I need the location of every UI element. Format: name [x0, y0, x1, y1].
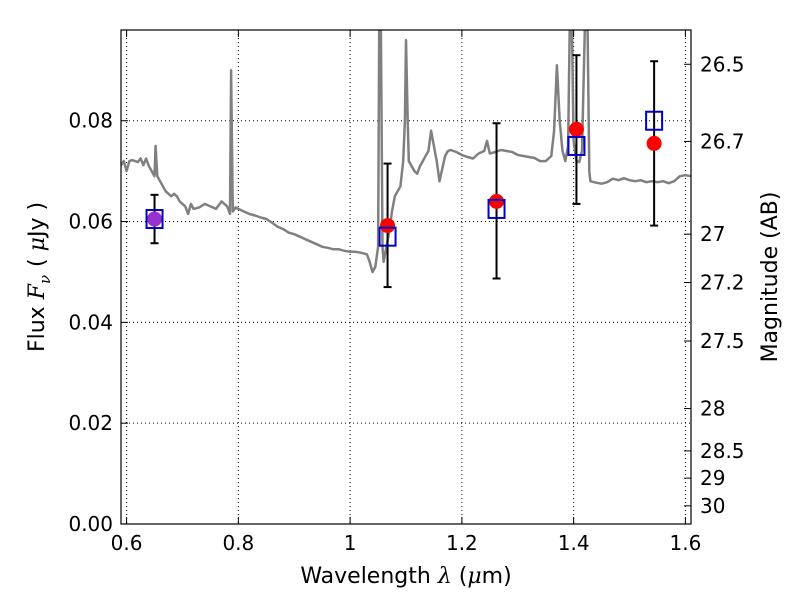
x-axis-label: Wavelength λ (μm): [300, 564, 511, 589]
y-tick-label: 0.04: [68, 310, 113, 334]
model-point: [378, 226, 397, 247]
x-tick-label: 1: [344, 531, 357, 555]
y-tick-label: 0.06: [68, 210, 113, 234]
mag-tick-label: 29: [700, 466, 725, 490]
observed-point: [568, 121, 584, 137]
mag-tick-label: 28.5: [700, 439, 745, 463]
observed-point: [489, 193, 505, 209]
mag-tick-label: 27: [700, 222, 725, 246]
observed-point: [380, 218, 396, 234]
x-tick-label: 1.6: [670, 531, 702, 555]
axes: 0.6 0.8 1 1.2 1.4 1.6 0.00 0.02 0.04 0.06 0.08 26.5…: [68, 29, 745, 555]
magnitude-axis-label: Magnitude (AB): [758, 192, 783, 363]
mag-tick-label: 28: [700, 397, 725, 421]
model-point: [145, 209, 164, 230]
mag-tick-label: 30: [700, 494, 725, 518]
plot-frame: [120, 29, 692, 525]
model-point: [645, 110, 664, 131]
observed-point: [646, 135, 662, 151]
mag-tick-label: 26.5: [700, 52, 745, 76]
y-tick-label: 0.00: [68, 512, 113, 536]
y-axis-label: Flux Fν( μJy ): [25, 202, 54, 352]
y-tick-label: 0.02: [68, 411, 113, 435]
spectrum-line: [121, 30, 691, 274]
mag-tick-label: 27.5: [700, 329, 745, 353]
y-tick-label: 0.08: [68, 109, 113, 133]
mag-tick-label: 26.7: [700, 129, 745, 153]
mag-tick-label: 27.2: [700, 271, 745, 295]
x-tick-label: 0.8: [222, 531, 254, 555]
x-tick-label: 0.6: [111, 531, 143, 555]
model-point: [487, 198, 506, 219]
model-point: [567, 135, 586, 156]
x-tick-label: 1.2: [446, 531, 478, 555]
observed-point: [147, 211, 163, 227]
data-layer: [121, 30, 691, 289]
x-tick-label: 1.4: [558, 531, 590, 555]
